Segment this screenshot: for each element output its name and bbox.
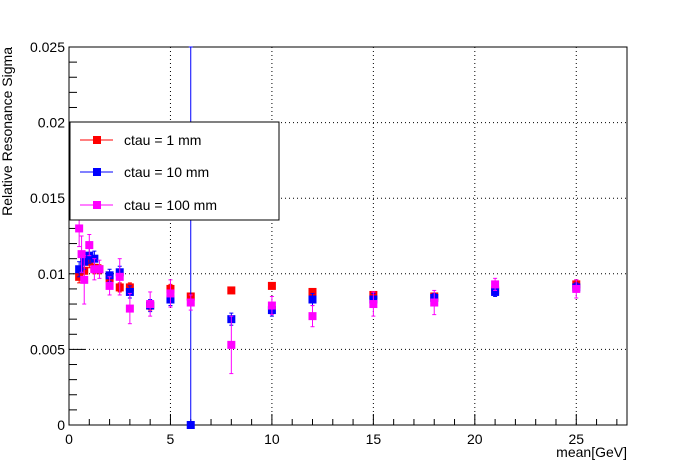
data-point bbox=[125, 304, 134, 313]
data-point bbox=[146, 300, 155, 309]
plot-frame bbox=[68, 46, 628, 426]
legend: ctau = 1 mm ctau = 10 mm ctau = 100 mm bbox=[69, 121, 280, 221]
legend-label-2: ctau = 10 mm bbox=[124, 164, 209, 180]
data-point bbox=[75, 224, 84, 233]
data-point bbox=[115, 272, 124, 281]
axis-layer: 0 5 10 15 20 25 0 0.005 0.01 0.015 0.02 0.025 bbox=[30, 39, 618, 447]
data-point bbox=[308, 312, 317, 321]
data-point bbox=[227, 340, 236, 349]
data-point bbox=[267, 301, 276, 310]
data-point bbox=[308, 287, 317, 296]
y-tick-label: 0.025 bbox=[30, 39, 65, 55]
data-point bbox=[430, 298, 439, 307]
data-point bbox=[95, 265, 104, 274]
x-tick-label: 0 bbox=[65, 431, 73, 447]
y-tick-label: 0.02 bbox=[38, 115, 65, 131]
x-tick-label: 25 bbox=[568, 431, 584, 447]
data-point bbox=[491, 287, 500, 296]
data-point bbox=[125, 287, 134, 296]
y-tick-label: 0.01 bbox=[38, 266, 65, 282]
legend-entry-ctau-1mm: ctau = 1 mm bbox=[80, 132, 201, 148]
legend-marker-3 bbox=[93, 201, 101, 209]
series-3 bbox=[75, 209, 581, 375]
y-tick-label: 0.015 bbox=[30, 190, 65, 206]
y-tick-label: 0.005 bbox=[30, 341, 65, 357]
legend-entry-ctau-100mm: ctau = 100 mm bbox=[80, 197, 217, 213]
data-point bbox=[105, 281, 114, 290]
data-point bbox=[166, 289, 175, 298]
x-tick-label: 10 bbox=[264, 431, 280, 447]
legend-marker-1 bbox=[93, 136, 101, 144]
legend-box bbox=[69, 121, 280, 221]
data-point bbox=[80, 275, 89, 284]
data-point bbox=[77, 250, 86, 259]
x-axis-title: mean[GeV] bbox=[556, 444, 627, 460]
data-point bbox=[491, 280, 500, 289]
x-tick-label: 15 bbox=[366, 431, 382, 447]
data-point bbox=[75, 265, 84, 274]
data-point bbox=[572, 284, 581, 293]
x-tick-label: 5 bbox=[167, 431, 175, 447]
y-axis-title: Relative Resonance Sigma bbox=[0, 47, 15, 216]
data-point bbox=[85, 241, 94, 250]
data-point bbox=[227, 286, 236, 295]
data-point bbox=[186, 298, 195, 307]
y-tick-label: 0 bbox=[57, 417, 65, 433]
legend-entry-ctau-10mm: ctau = 10 mm bbox=[80, 164, 209, 180]
x-tick-label: 20 bbox=[467, 431, 483, 447]
legend-marker-2 bbox=[93, 168, 101, 176]
data-point bbox=[267, 281, 276, 290]
legend-label-3: ctau = 100 mm bbox=[124, 197, 217, 213]
data-point bbox=[369, 300, 378, 309]
data-point bbox=[105, 271, 114, 280]
data-point bbox=[90, 265, 99, 274]
series-layer bbox=[75, 46, 581, 429]
data-point bbox=[186, 421, 195, 429]
legend-label-1: ctau = 1 mm bbox=[124, 132, 201, 148]
data-point bbox=[308, 295, 317, 304]
